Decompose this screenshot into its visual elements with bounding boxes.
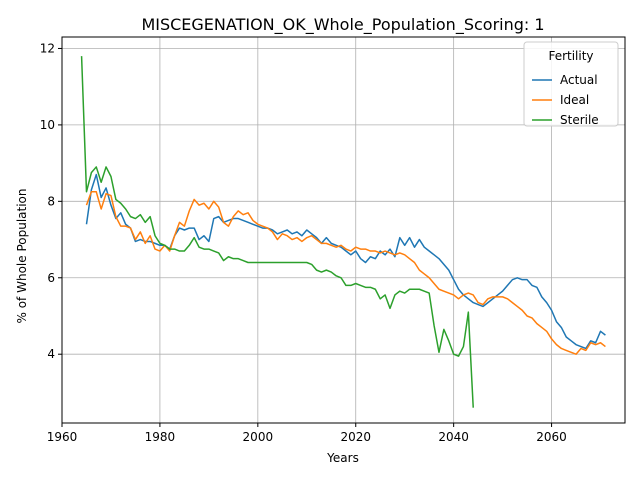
- x-tick-label: 1960: [47, 430, 78, 444]
- series-line-ideal: [85, 191, 606, 355]
- axis-ticks: 1960 1980 2000 2020 2040 2060 4 6 8 10 12: [40, 41, 567, 444]
- x-axis-label: Years: [326, 451, 359, 465]
- x-tick-label: 2020: [340, 430, 371, 444]
- y-tick-label: 4: [47, 347, 55, 361]
- x-tick-label: 2000: [243, 430, 274, 444]
- x-tick-label: 2060: [536, 430, 567, 444]
- plot-frame: [61, 36, 626, 424]
- series-line-sterile: [80, 56, 474, 408]
- legend-title: Fertility: [548, 49, 593, 63]
- y-tick-label: 8: [47, 194, 55, 208]
- y-tick-label: 6: [47, 271, 55, 285]
- legend-label-sterile: Sterile: [560, 113, 599, 127]
- x-tick-label: 1980: [145, 430, 176, 444]
- y-tick-label: 10: [40, 118, 55, 132]
- legend-label-ideal: Ideal: [560, 93, 589, 107]
- y-tick-label: 12: [40, 41, 55, 55]
- x-tick-label: 2040: [438, 430, 469, 444]
- legend-label-actual: Actual: [560, 73, 598, 87]
- plot-series: [80, 56, 606, 408]
- chart-title: MISCEGENATION_OK_Whole_Population_Scorin…: [141, 15, 544, 35]
- legend-box: [523, 41, 619, 127]
- legend: Fertility Actual Ideal Sterile: [523, 41, 619, 127]
- legend-entries: Actual Ideal Sterile: [532, 73, 599, 127]
- y-axis-label: % of Whole Population: [15, 189, 29, 324]
